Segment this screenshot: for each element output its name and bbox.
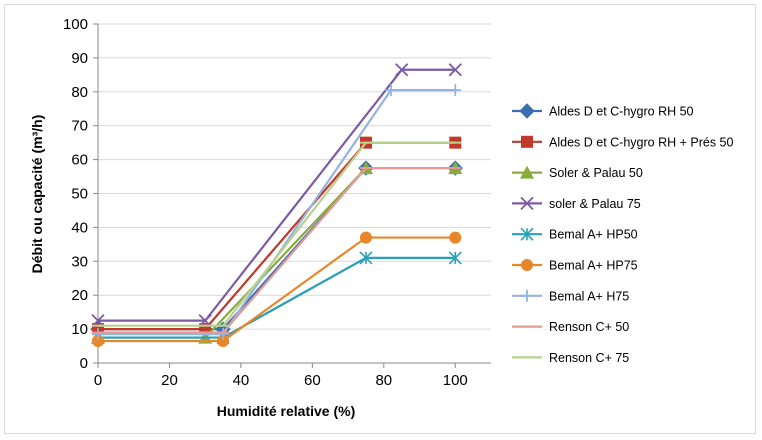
y-tick-label: 90 bbox=[71, 50, 88, 67]
data-point bbox=[359, 251, 373, 265]
series-3 bbox=[91, 63, 462, 328]
x-axis-title: Humidité relative (%) bbox=[217, 403, 355, 419]
tick-labels: 0 10 20 30 40 50 60 70 80 90 100 0 20 40 60 80 100 bbox=[63, 16, 468, 389]
legend-label: Renson C+ 50 bbox=[549, 320, 629, 334]
legend-swatch-marker bbox=[521, 289, 533, 302]
series-line bbox=[98, 236, 456, 343]
legend-label: Aldes D et C-hygro RH + Prés 50 bbox=[549, 135, 733, 149]
legend-item: Bemal A+ H75 bbox=[512, 289, 629, 303]
data-point bbox=[92, 334, 104, 347]
legend: Aldes D et C-hygro RH 50 Aldes D et C-hyg… bbox=[512, 103, 733, 365]
legend-item: Aldes D et C-hygro RH 50 bbox=[512, 103, 694, 119]
series-line bbox=[98, 68, 456, 322]
data-point bbox=[217, 334, 230, 347]
series-7 bbox=[92, 166, 462, 334]
series-2 bbox=[91, 161, 463, 344]
legend-label: Bemal A+ HP50 bbox=[549, 228, 638, 242]
series-line bbox=[98, 256, 456, 339]
x-tick-label: 20 bbox=[161, 372, 178, 389]
legend-label: Bemal A+ HP75 bbox=[549, 259, 638, 273]
chart-frame bbox=[4, 4, 756, 434]
series-6 bbox=[92, 84, 462, 341]
series-8 bbox=[92, 141, 462, 327]
x-tick-label: 80 bbox=[375, 372, 392, 389]
y-tick-label: 0 bbox=[80, 355, 88, 372]
series-line bbox=[98, 166, 456, 331]
data-point bbox=[384, 84, 397, 97]
y-tick-label: 10 bbox=[71, 321, 88, 338]
legend-swatch-marker bbox=[521, 259, 533, 271]
data-point bbox=[449, 231, 462, 244]
y-tick-label: 50 bbox=[71, 186, 88, 203]
x-tick-label: 0 bbox=[94, 372, 102, 389]
legend-item: Soler & Palau 50 bbox=[512, 165, 643, 180]
axes bbox=[93, 23, 491, 368]
legend-item: Bemal A+ HP75 bbox=[512, 259, 638, 273]
y-tick-label: 30 bbox=[71, 253, 88, 270]
data-point bbox=[448, 251, 462, 265]
x-tick-label: 40 bbox=[233, 372, 250, 389]
series-line bbox=[98, 166, 456, 334]
y-tick-label: 60 bbox=[71, 152, 88, 169]
y-tick-label: 20 bbox=[71, 287, 88, 304]
series-5 bbox=[92, 231, 462, 347]
data-point bbox=[395, 63, 409, 77]
legend-label: Renson C+ 75 bbox=[549, 351, 629, 365]
series-layer bbox=[90, 63, 463, 347]
data-point bbox=[448, 63, 462, 77]
x-tick-label: 100 bbox=[443, 372, 468, 389]
legend-swatch-marker bbox=[519, 103, 535, 119]
legend-label: Soler & Palau 50 bbox=[549, 166, 643, 180]
y-tick-label: 100 bbox=[63, 16, 88, 33]
y-tick-label: 70 bbox=[71, 118, 88, 135]
data-point bbox=[359, 231, 372, 244]
data-point bbox=[449, 84, 462, 97]
series-0 bbox=[90, 160, 463, 337]
y-tick-label: 40 bbox=[71, 219, 88, 236]
data-point bbox=[92, 328, 104, 341]
legend-label: Aldes D et C-hygro RH 50 bbox=[549, 105, 694, 119]
legend-label: soler & Palau 75 bbox=[549, 197, 641, 211]
legend-label: Bemal A+ H75 bbox=[549, 289, 629, 303]
series-line bbox=[98, 89, 456, 336]
legend-item: Aldes D et C-hygro RH + Prés 50 bbox=[512, 135, 733, 149]
series-line bbox=[98, 141, 456, 327]
legend-swatch-marker bbox=[520, 196, 534, 211]
x-tick-label: 60 bbox=[304, 372, 321, 389]
legend-swatch-marker bbox=[520, 165, 534, 179]
legend-item: Bemal A+ HP50 bbox=[512, 227, 638, 242]
legend-item: soler & Palau 75 bbox=[512, 196, 641, 211]
legend-swatch-marker bbox=[521, 135, 533, 148]
legend-swatch-marker bbox=[520, 227, 534, 241]
data-point bbox=[217, 328, 230, 341]
y-axis-title: Débit ou capacité (m³/h) bbox=[29, 115, 45, 274]
legend-item: Renson C+ 75 bbox=[512, 351, 629, 365]
y-tick-label: 80 bbox=[71, 84, 88, 101]
legend-item: Renson C+ 50 bbox=[512, 320, 629, 334]
series-1 bbox=[92, 136, 462, 336]
